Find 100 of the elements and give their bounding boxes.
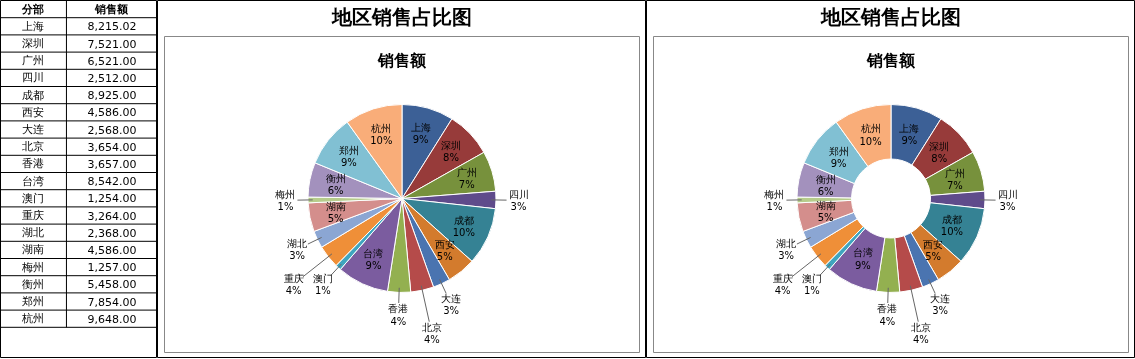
category-label: 湖南 [22,243,45,257]
slice-label: 北京 [910,321,931,333]
data-label: 10% [940,226,964,238]
slice-label: 深圳 [440,140,461,152]
data-label: 10% [452,226,475,238]
text: 6,521.00 [87,54,137,68]
text: 1,254.00 [87,192,137,206]
slice-label: 上海 [410,121,431,133]
category-label: 上海 [22,19,45,33]
text: 3,657.00 [87,157,137,171]
slice-label: 梅州 [763,188,785,200]
data-label: 1% [766,200,783,212]
data-label: 9% [340,157,357,169]
data-label: 5% [436,251,453,263]
slice-label: 台湾 [363,248,384,260]
data-label: 9% [854,259,871,271]
data-label: 6% [327,185,344,197]
category-label: 四川 [22,71,45,85]
slice-label: 西安 [923,238,944,250]
chart-subtitle: 销售额 [866,51,916,70]
category-label: 广州 [22,54,45,68]
slice-label: 广州 [944,167,965,179]
text: 5,458.00 [87,278,137,292]
slice-label: 四川 [508,188,529,200]
category-label: 成都 [22,88,45,102]
text: 8,215.02 [87,20,137,34]
data-label: 10% [370,134,393,146]
text: 7,521.00 [87,37,137,51]
slice-label: 西安 [434,239,455,251]
data-label: 9% [830,157,847,169]
category-label: 澳门 [22,191,45,205]
category-label: 台湾 [22,174,45,188]
data-label: 3% [443,304,460,316]
slice-label: 台湾 [852,247,873,259]
text: 7,854.00 [87,295,137,309]
text: 2,568.00 [87,123,137,137]
slice-label: 香港 [388,303,409,315]
slice-label: 重庆 [772,272,793,284]
chart-subtitle: 销售额 [377,51,427,70]
category-label: 香港 [22,157,45,171]
text: 2,368.00 [87,226,137,240]
slice-label: 广州 [456,167,477,179]
data-label: 8% [443,152,459,164]
category-label: 深圳 [22,37,45,50]
data-label: 7% [458,179,475,191]
category-label: 湖北 [22,226,45,240]
text: 分部 [21,2,45,16]
data-label: 1% [803,284,820,296]
slice-label: 成都 [453,214,474,226]
slice-label: 梅州 [274,188,296,200]
slice-label: 湖南 [815,200,836,212]
text: 2,512.00 [87,71,137,85]
slice-label: 杭州 [370,122,392,134]
slice-label: 湖南 [325,200,346,212]
category-label: 西安 [22,105,45,119]
data-label: 1% [277,200,294,212]
data-label: 1% [314,284,331,296]
slice-label: 郑州 [338,144,359,156]
category-label: 梅州 [21,260,45,274]
data-label: 4% [285,284,302,296]
slice-label: 澳门 [312,272,333,284]
slice-label: 澳门 [801,272,822,284]
category-label: 杭州 [21,312,45,326]
data-label: 4% [423,333,440,345]
data-label: 3% [932,304,949,316]
category-label: 北京 [22,140,45,154]
category-label: 重庆 [22,209,45,222]
category-label: 衡州 [22,277,45,291]
data-label: 4% [912,333,929,345]
data-label: 8% [931,152,948,164]
text: 4,586.00 [87,106,137,120]
slice-label: 杭州 [859,123,881,135]
slice-label: 香港 [877,303,898,315]
data-label: 3% [289,249,306,261]
text: 1,257.00 [87,261,137,275]
slice-label: 上海 [899,122,920,134]
data-label: 3% [778,249,795,261]
data-label: 7% [946,179,963,191]
category-label: 大连 [22,123,45,136]
slice-label: 湖北 [776,237,797,249]
text: 销售额 [94,2,130,16]
data-label: 4% [879,315,896,327]
chart-title: 地区销售占比图 [820,4,961,29]
category-label: 郑州 [22,295,45,308]
slice-label: 大连 [930,292,951,304]
slice-label: 郑州 [828,145,849,157]
text: 3,654.00 [87,140,137,154]
slice-label: 衡州 [325,173,346,185]
data-label: 6% [817,185,834,197]
data-label: 3% [999,200,1016,212]
slice-label: 湖北 [287,237,308,249]
data-label: 9% [901,134,918,146]
slice-label: 大连 [441,292,462,304]
data-label: 9% [412,134,429,145]
data-label: 9% [365,260,382,272]
text: 8,542.00 [87,175,137,189]
data-label: 5% [327,212,344,224]
slice-label: 北京 [421,321,442,333]
slice-label: 四川 [997,188,1018,200]
data-label: 3% [510,200,527,212]
